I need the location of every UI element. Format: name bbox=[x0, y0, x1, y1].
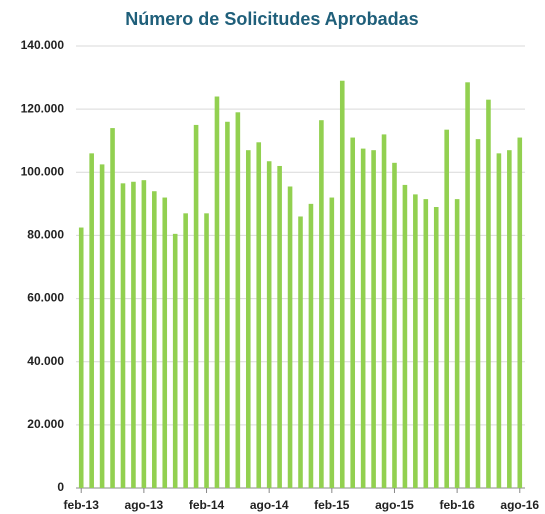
bar bbox=[298, 216, 303, 488]
x-tick-label: ago-14 bbox=[250, 498, 289, 512]
bar bbox=[339, 80, 345, 488]
bar bbox=[402, 184, 408, 488]
x-tick-label: feb-13 bbox=[64, 498, 100, 512]
bar bbox=[433, 207, 439, 488]
bar bbox=[496, 153, 502, 489]
bar bbox=[454, 199, 460, 488]
bar bbox=[152, 191, 157, 488]
x-tick-label: feb-16 bbox=[439, 498, 475, 512]
x-tick-label: ago-13 bbox=[125, 498, 164, 512]
bar bbox=[193, 124, 199, 488]
bar bbox=[214, 96, 220, 488]
bar bbox=[423, 199, 429, 488]
x-tick-label: feb-14 bbox=[189, 498, 225, 512]
y-tick-label: 60.000 bbox=[27, 291, 64, 305]
bar bbox=[266, 161, 272, 488]
bar bbox=[245, 150, 251, 488]
bar bbox=[507, 150, 512, 488]
bar bbox=[381, 134, 387, 488]
y-tick-label: 120.000 bbox=[21, 101, 65, 115]
bar bbox=[141, 180, 147, 488]
x-tick-label: ago-16 bbox=[500, 498, 539, 512]
bar bbox=[256, 142, 262, 489]
bar bbox=[319, 120, 324, 488]
bar bbox=[78, 227, 84, 489]
y-tick-label: 40.000 bbox=[27, 354, 64, 368]
y-tick-label: 0 bbox=[57, 480, 64, 494]
bar bbox=[162, 197, 168, 489]
bar bbox=[277, 165, 282, 488]
bar bbox=[172, 233, 178, 488]
bar bbox=[517, 137, 523, 489]
x-tick-label: feb-15 bbox=[314, 498, 350, 512]
bar bbox=[235, 112, 241, 489]
x-tick-label: ago-15 bbox=[375, 498, 414, 512]
bar bbox=[465, 82, 470, 489]
bar bbox=[120, 183, 126, 489]
bar bbox=[110, 128, 115, 489]
bar bbox=[329, 197, 335, 489]
y-tick-label: 140.000 bbox=[21, 38, 65, 52]
bar bbox=[287, 186, 293, 488]
y-tick-label: 80.000 bbox=[27, 228, 64, 242]
bar bbox=[413, 194, 418, 488]
bar bbox=[444, 129, 449, 488]
bar bbox=[99, 164, 105, 488]
y-tick-label: 100.000 bbox=[21, 164, 65, 178]
bar bbox=[360, 148, 366, 488]
bar bbox=[131, 181, 136, 488]
bar bbox=[475, 139, 481, 488]
bar bbox=[204, 213, 209, 489]
bar bbox=[89, 153, 94, 489]
bar bbox=[308, 203, 314, 488]
bar bbox=[392, 162, 397, 489]
bar bbox=[486, 99, 491, 489]
bar bbox=[183, 213, 188, 489]
bar bbox=[225, 121, 230, 489]
bar bbox=[371, 150, 376, 488]
chart-title: Número de Solicitudes Aprobadas bbox=[125, 9, 418, 29]
bar bbox=[350, 137, 356, 489]
y-tick-label: 20.000 bbox=[27, 417, 64, 431]
